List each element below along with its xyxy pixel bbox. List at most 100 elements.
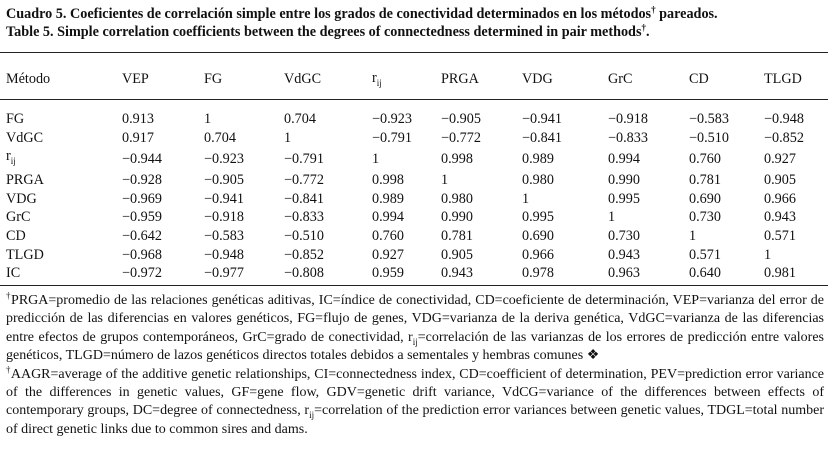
table-cell: −0.948 xyxy=(204,246,244,263)
table-row: TLGD −0.968 −0.948 −0.852 0.927 0.905 0.966 0.9… xyxy=(0,246,828,265)
row-label-text: FG xyxy=(6,111,25,127)
caption-es-footnote-mark: † xyxy=(651,4,656,15)
caption-es-suffix: pareados. xyxy=(655,6,718,22)
row-label: PRGA xyxy=(0,171,122,190)
table-row: FG 0.913 1 0.704 −0.923 −0.905 −0.941 −0.918 −0.… xyxy=(0,101,828,129)
column-header: GrC xyxy=(608,70,633,87)
row-label-text: CD xyxy=(6,228,26,245)
table-cell: 0.760 xyxy=(372,228,404,245)
caption-en-footnote-mark: † xyxy=(641,22,646,33)
column-header-method: Método xyxy=(6,70,51,87)
row-label-text: VdGC xyxy=(6,129,44,146)
table-cell: −0.833 xyxy=(608,129,648,146)
table-cell: −0.772 xyxy=(284,171,324,188)
table-row: PRGA −0.928 −0.905 −0.772 0.998 1 0.980 0.990 0.… xyxy=(0,171,828,190)
table-cell: 0.981 xyxy=(764,265,796,282)
column-header: PRGA xyxy=(441,70,479,87)
footnote-en-mark: † xyxy=(6,363,11,374)
table-cell: 0.998 xyxy=(372,171,404,188)
table-cell: 0.998 xyxy=(441,150,473,167)
table-cell: 0.927 xyxy=(764,150,796,167)
row-label-text: IC xyxy=(6,265,21,282)
table-cell: −0.941 xyxy=(522,111,562,127)
table-cell: −0.928 xyxy=(122,171,162,188)
footnote-es-subscript: ij xyxy=(412,336,418,347)
caption-english: Table 5. Simple correlation coefficients… xyxy=(6,23,824,41)
table-cell: −0.918 xyxy=(204,209,244,226)
column-header: rij xyxy=(372,70,382,88)
table-cell: 0.980 xyxy=(441,190,473,207)
table-cell: −0.948 xyxy=(764,111,804,127)
column-header: VDG xyxy=(522,70,553,87)
footnote-es-mark: † xyxy=(6,290,12,301)
table-cell: 0.994 xyxy=(372,209,404,226)
table-cell: 0.994 xyxy=(608,150,640,167)
table-cell: −0.944 xyxy=(122,150,162,167)
table-cell: 0.927 xyxy=(372,246,404,263)
table-cell: 0.704 xyxy=(284,111,316,127)
table-cell: 0.571 xyxy=(764,228,796,245)
table-cell: −0.923 xyxy=(372,111,412,127)
table-cell: −0.918 xyxy=(608,111,648,127)
rij-subscript: ij xyxy=(376,77,382,88)
table-cell: 1 xyxy=(372,150,380,167)
table-cell: −0.583 xyxy=(689,111,729,127)
table-cell: 0.690 xyxy=(689,190,721,207)
row-label: GrC xyxy=(0,208,122,227)
table-cell: 0.730 xyxy=(608,228,640,245)
table-cell: 0.959 xyxy=(372,265,404,282)
table-row: rij −0.944 −0.923 −0.791 1 0.998 0.989 0.994 0.7… xyxy=(0,147,828,171)
table-cell: −0.972 xyxy=(122,265,162,282)
table-cell: 0.990 xyxy=(441,209,473,226)
table-cell: 0.690 xyxy=(522,228,554,245)
table-cell: −0.510 xyxy=(284,228,324,245)
table-cell: 0.704 xyxy=(204,129,236,146)
table-cell: 0.760 xyxy=(689,150,721,167)
table-cell: 0.943 xyxy=(441,265,473,282)
table-footnotes: †PRGA=promedio de las relaciones genétic… xyxy=(6,290,824,440)
table-header-row: Método VEP FG VdGC rij PRGA VDG GrC CD TLGD xyxy=(0,57,828,101)
table-cell: 0.990 xyxy=(608,171,640,188)
table-cell: −0.852 xyxy=(284,246,324,263)
table-cell: 1 xyxy=(204,111,212,127)
table-cell: 0.966 xyxy=(522,246,554,263)
column-header: VdGC xyxy=(284,70,322,87)
column-header: FG xyxy=(204,70,223,87)
table-bottom-rule xyxy=(0,285,828,286)
table-cell: −0.959 xyxy=(122,209,162,226)
table-cell: 0.989 xyxy=(522,150,554,167)
table-cell: 1 xyxy=(689,228,697,245)
table-cell: −0.969 xyxy=(122,190,162,207)
row-label-text: TLGD xyxy=(6,246,44,263)
table-cell: 0.963 xyxy=(608,265,640,282)
row-label: FG xyxy=(0,101,122,129)
row-label-text: GrC xyxy=(6,209,31,226)
table-body: FG 0.913 1 0.704 −0.923 −0.905 −0.941 −0.918 −0.… xyxy=(0,101,828,283)
table-cell: −0.510 xyxy=(689,129,729,146)
footnote-es-text-1: PRGA=promedio de las relaciones genética… xyxy=(6,293,824,345)
row-label: VdGC xyxy=(0,129,122,148)
table-cell: −0.852 xyxy=(764,129,804,146)
table-cell: −0.841 xyxy=(284,190,324,207)
table-row: CD −0.642 −0.583 −0.510 0.760 0.781 0.690 0.730… xyxy=(0,227,828,246)
table-cell: 0.905 xyxy=(441,246,473,263)
row-label-text: VDG xyxy=(6,190,37,207)
table-cell: −0.791 xyxy=(372,129,412,146)
table-cell: −0.968 xyxy=(122,246,162,263)
row-label: TLGD xyxy=(0,246,122,265)
table-cell: 0.943 xyxy=(764,209,796,226)
table-cell: 0.989 xyxy=(372,190,404,207)
table-row: GrC −0.959 −0.918 −0.833 0.994 0.990 0.995 1 0.7… xyxy=(0,208,828,227)
table-cell: 0.730 xyxy=(689,209,721,226)
table-cell: −0.977 xyxy=(204,265,244,282)
table-cell: 1 xyxy=(522,190,530,207)
table-row: VDG −0.969 −0.941 −0.841 0.989 0.980 1 0.995 0.6… xyxy=(0,190,828,209)
footnote-english: †AAGR=average of the additive genetic re… xyxy=(6,363,824,440)
table-cell: 0.917 xyxy=(122,129,154,146)
row-label-text: PRGA xyxy=(6,171,44,188)
rij-subscript: ij xyxy=(10,156,16,167)
table-cell: 0.966 xyxy=(764,190,796,207)
table-cell: −0.583 xyxy=(204,228,244,245)
table-cell: −0.833 xyxy=(284,209,324,226)
